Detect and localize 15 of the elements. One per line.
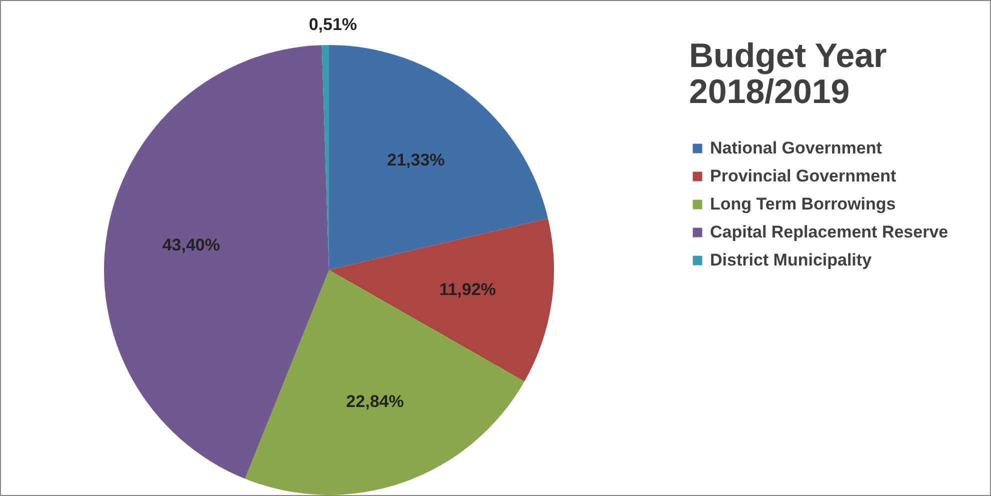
pie-slice [329, 218, 554, 382]
pie-slice [244, 270, 524, 495]
data-label: 0,51% [308, 15, 358, 34]
legend-label: Capital Replacement Reserve [710, 222, 948, 242]
data-label: 43,40% [162, 236, 220, 255]
legend-label: Long Term Borrowings [710, 194, 896, 214]
text: Budget Year 2018/2019 [689, 37, 887, 111]
data-label: 21,33% [387, 150, 445, 170]
pie-slice [329, 45, 548, 270]
data-label: 11,92% [439, 280, 496, 300]
data-label: 22,84% [346, 392, 404, 412]
pie-slice [104, 45, 329, 479]
legend-label: Provincial Government [710, 166, 896, 186]
legend-label: National Government [710, 138, 882, 158]
legend-label: District Municipality [710, 250, 872, 270]
